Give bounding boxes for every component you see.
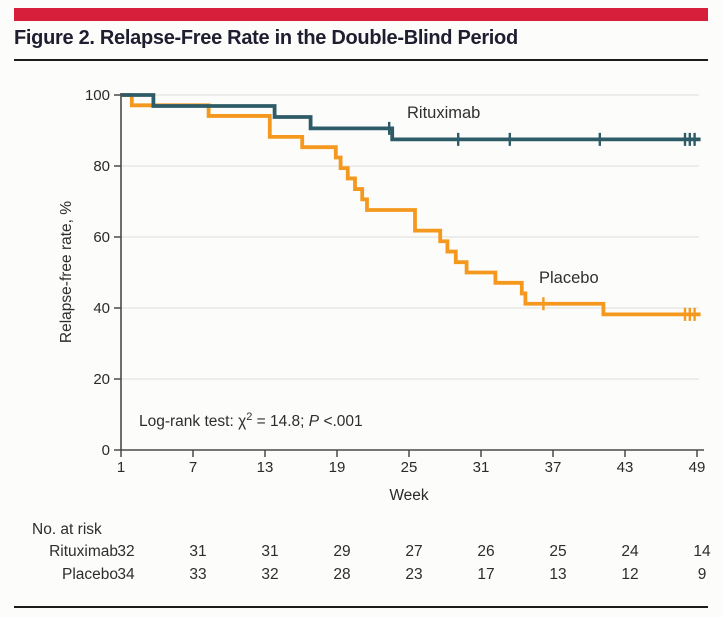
series-label-placebo: Placebo xyxy=(539,269,599,287)
annotation-post: <.001 xyxy=(319,413,363,431)
x-tick-label: 7 xyxy=(189,459,197,476)
y-tick-label: 0 xyxy=(102,442,110,459)
risk-value-placebo: 17 xyxy=(477,566,495,583)
risk-table-title: No. at risk xyxy=(32,521,102,538)
risk-value-placebo: 32 xyxy=(261,566,279,583)
risk-value-placebo: 9 xyxy=(697,566,707,583)
risk-row-label-placebo: Placebo xyxy=(61,566,118,583)
x-tick-label: 13 xyxy=(257,459,274,476)
figure-title: Figure 2. Relapse-Free Rate in the Doubl… xyxy=(14,27,518,49)
y-tick-label: 40 xyxy=(93,300,110,317)
x-tick-label: 25 xyxy=(401,459,418,476)
risk-value-rituximab: 26 xyxy=(477,543,495,560)
accent-bar xyxy=(14,8,708,21)
annotation-p: P xyxy=(308,413,320,431)
series-path-placebo xyxy=(121,93,701,317)
risk-value-rituximab: 27 xyxy=(405,543,423,560)
annotation-mid: = 14.8; xyxy=(252,413,309,431)
risk-value-rituximab: 31 xyxy=(189,543,207,560)
bottom-divider xyxy=(14,606,708,608)
risk-value-placebo: 33 xyxy=(189,566,207,583)
x-tick-label: 31 xyxy=(473,459,490,476)
annotation-sup: 2 xyxy=(246,411,253,423)
risk-value-placebo: 12 xyxy=(621,566,639,583)
risk-value-placebo: 34 xyxy=(117,566,135,583)
risk-value-rituximab: 24 xyxy=(621,543,639,560)
y-tick-label: 80 xyxy=(93,158,110,175)
risk-value-rituximab: 14 xyxy=(693,543,711,560)
risk-row-label-rituximab: Rituximab xyxy=(49,543,118,560)
risk-value-rituximab: 31 xyxy=(261,543,279,560)
x-tick-label: 1 xyxy=(117,459,125,476)
y-axis-title: Relapse-free rate, % xyxy=(58,200,75,344)
risk-value-placebo: 28 xyxy=(333,566,351,583)
y-tick-label: 100 xyxy=(85,87,110,104)
risk-value-placebo: 23 xyxy=(405,566,423,583)
risk-value-rituximab: 32 xyxy=(117,543,135,560)
risk-value-rituximab: 25 xyxy=(549,543,567,560)
x-tick-label: 49 xyxy=(689,459,706,476)
series-path-rituximab xyxy=(121,93,701,142)
series-label-rituximab: Rituximab xyxy=(407,104,481,122)
x-tick-label: 37 xyxy=(545,459,562,476)
x-tick-label: 19 xyxy=(329,459,346,476)
x-tick-label: 43 xyxy=(617,459,634,476)
y-tick-label: 60 xyxy=(93,229,110,246)
x-axis-title: Week xyxy=(389,487,429,504)
annotation-pre: Log-rank test: χ xyxy=(139,413,247,431)
logrank-annotation: Log-rank test: χ2 = 14.8; P <.001 xyxy=(139,411,363,431)
title-divider xyxy=(14,59,708,61)
risk-value-rituximab: 29 xyxy=(333,543,351,560)
risk-value-placebo: 13 xyxy=(549,566,567,583)
y-tick-label: 20 xyxy=(93,371,110,388)
